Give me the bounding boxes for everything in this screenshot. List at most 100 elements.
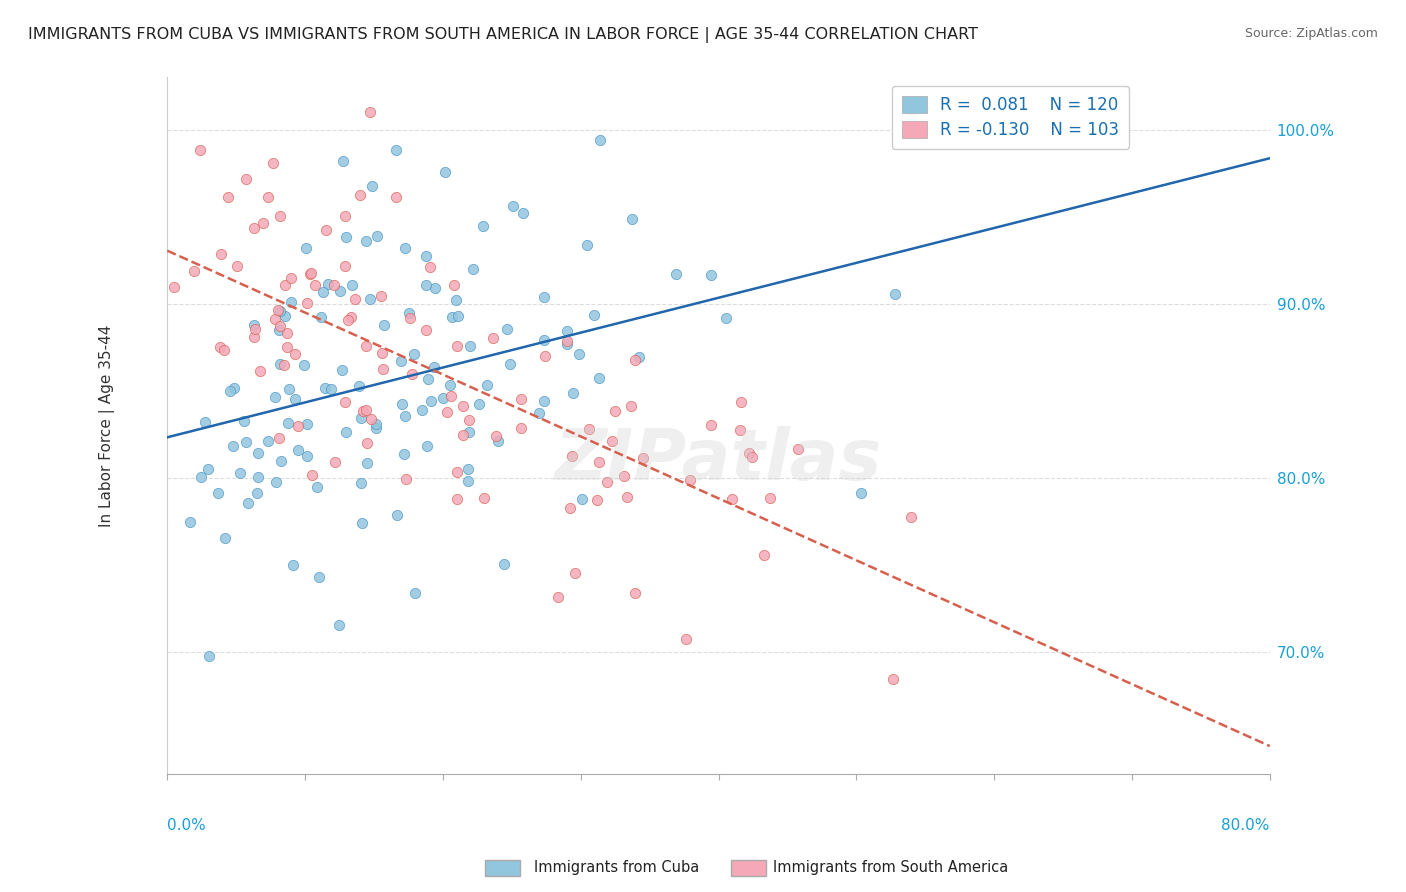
Cuba	[222, 439, 245, 453]
Cuba	[533, 333, 555, 347]
SA	[267, 431, 290, 445]
SA	[295, 296, 318, 310]
SA	[451, 427, 474, 442]
Cuba	[495, 322, 517, 336]
SA	[274, 278, 297, 293]
Cuba	[568, 346, 591, 360]
SA	[323, 455, 346, 469]
Cuba	[236, 496, 259, 510]
SA	[188, 143, 211, 157]
Cuba	[287, 443, 309, 458]
SA	[616, 491, 638, 505]
SA	[721, 492, 744, 507]
SA	[786, 442, 808, 457]
SA	[304, 278, 326, 293]
Cuba	[700, 268, 723, 282]
Cuba	[295, 417, 318, 431]
Cuba	[883, 286, 905, 301]
Cuba	[446, 293, 468, 307]
Text: 0.0%: 0.0%	[167, 818, 207, 833]
SA	[633, 450, 655, 465]
Cuba	[335, 425, 357, 439]
Text: In Labor Force | Age 35-44: In Labor Force | Age 35-44	[98, 325, 115, 527]
SA	[399, 311, 422, 326]
SA	[440, 389, 463, 403]
SA	[900, 509, 922, 524]
SA	[415, 323, 437, 337]
Cuba	[457, 474, 479, 488]
SA	[620, 399, 643, 413]
Cuba	[416, 371, 439, 385]
Cuba	[394, 241, 416, 255]
Cuba	[415, 277, 437, 292]
Cuba	[280, 295, 302, 310]
SA	[586, 493, 609, 508]
Cuba	[385, 144, 408, 158]
Cuba	[277, 416, 299, 430]
Cuba	[264, 475, 287, 489]
SA	[264, 312, 287, 326]
SA	[547, 590, 569, 604]
Cuba	[582, 308, 605, 322]
SA	[301, 467, 323, 482]
Cuba	[198, 648, 221, 663]
SA	[509, 392, 531, 407]
Cuba	[235, 435, 257, 450]
Cuba	[207, 485, 229, 500]
SA	[436, 405, 458, 419]
Cuba	[415, 249, 437, 263]
SA	[359, 105, 381, 120]
SA	[534, 349, 557, 363]
Cuba	[269, 357, 291, 371]
SA	[728, 423, 751, 437]
SA	[356, 339, 378, 353]
Legend: R =  0.081    N = 120, R = -0.130    N = 103: R = 0.081 N = 120, R = -0.130 N = 103	[891, 86, 1129, 149]
Cuba	[420, 394, 443, 409]
SA	[360, 412, 382, 426]
SA	[212, 343, 235, 357]
SA	[485, 429, 508, 443]
SA	[752, 549, 775, 563]
SA	[337, 313, 360, 327]
SA	[225, 259, 247, 273]
Cuba	[194, 415, 217, 429]
Cuba	[264, 390, 287, 404]
Cuba	[391, 396, 413, 410]
SA	[446, 492, 468, 507]
Cuba	[307, 480, 329, 494]
SA	[333, 260, 356, 274]
Cuba	[328, 618, 350, 632]
SA	[267, 303, 290, 318]
SA	[371, 362, 394, 376]
Cuba	[373, 318, 395, 332]
SA	[323, 278, 346, 293]
Cuba	[562, 385, 585, 400]
Cuba	[332, 154, 354, 169]
Cuba	[502, 199, 524, 213]
SA	[458, 412, 481, 426]
SA	[882, 672, 904, 686]
Cuba	[471, 219, 494, 234]
Cuba	[233, 414, 256, 428]
SA	[624, 586, 647, 600]
Cuba	[389, 354, 412, 368]
Cuba	[224, 381, 246, 395]
Cuba	[309, 310, 332, 324]
SA	[446, 465, 468, 479]
SA	[356, 403, 378, 417]
Cuba	[359, 292, 381, 306]
SA	[243, 322, 266, 336]
Cuba	[475, 378, 498, 392]
Cuba	[316, 277, 339, 292]
SA	[299, 266, 322, 280]
Text: Immigrants from Cuba: Immigrants from Cuba	[534, 860, 700, 874]
SA	[679, 473, 702, 487]
Cuba	[314, 381, 336, 395]
SA	[349, 188, 371, 202]
SA	[284, 347, 307, 361]
Cuba	[292, 358, 315, 372]
Cuba	[463, 262, 485, 277]
Cuba	[278, 382, 301, 396]
Cuba	[352, 516, 374, 530]
Text: Source: ZipAtlas.com: Source: ZipAtlas.com	[1244, 27, 1378, 40]
